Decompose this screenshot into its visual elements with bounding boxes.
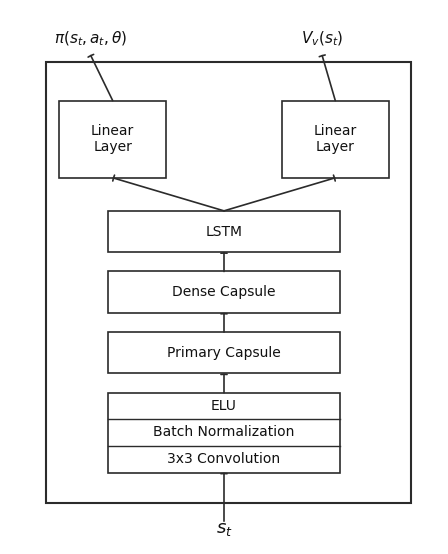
Text: $\pi(s_t, a_t, \theta)$: $\pi(s_t, a_t, \theta)$ [54, 30, 127, 48]
Text: Batch Normalization: Batch Normalization [153, 425, 295, 439]
Text: $V_v(s_t)$: $V_v(s_t)$ [301, 30, 343, 48]
Bar [46, 62, 411, 503]
Bar [108, 271, 340, 313]
Text: LSTM: LSTM [206, 224, 242, 239]
Text: ELU: ELU [211, 399, 237, 413]
Text: Primary Capsule: Primary Capsule [167, 346, 281, 360]
Text: $s_t$: $s_t$ [215, 520, 233, 538]
Bar [282, 101, 389, 178]
Text: 3x3 Convolution: 3x3 Convolution [168, 452, 280, 466]
Text: Linear
Layer: Linear Layer [314, 124, 357, 155]
Text: Dense Capsule: Dense Capsule [172, 285, 276, 299]
Bar [108, 393, 340, 473]
Text: Linear
Layer: Linear Layer [91, 124, 134, 155]
Bar [108, 211, 340, 252]
Bar [59, 101, 166, 178]
Bar [108, 332, 340, 373]
